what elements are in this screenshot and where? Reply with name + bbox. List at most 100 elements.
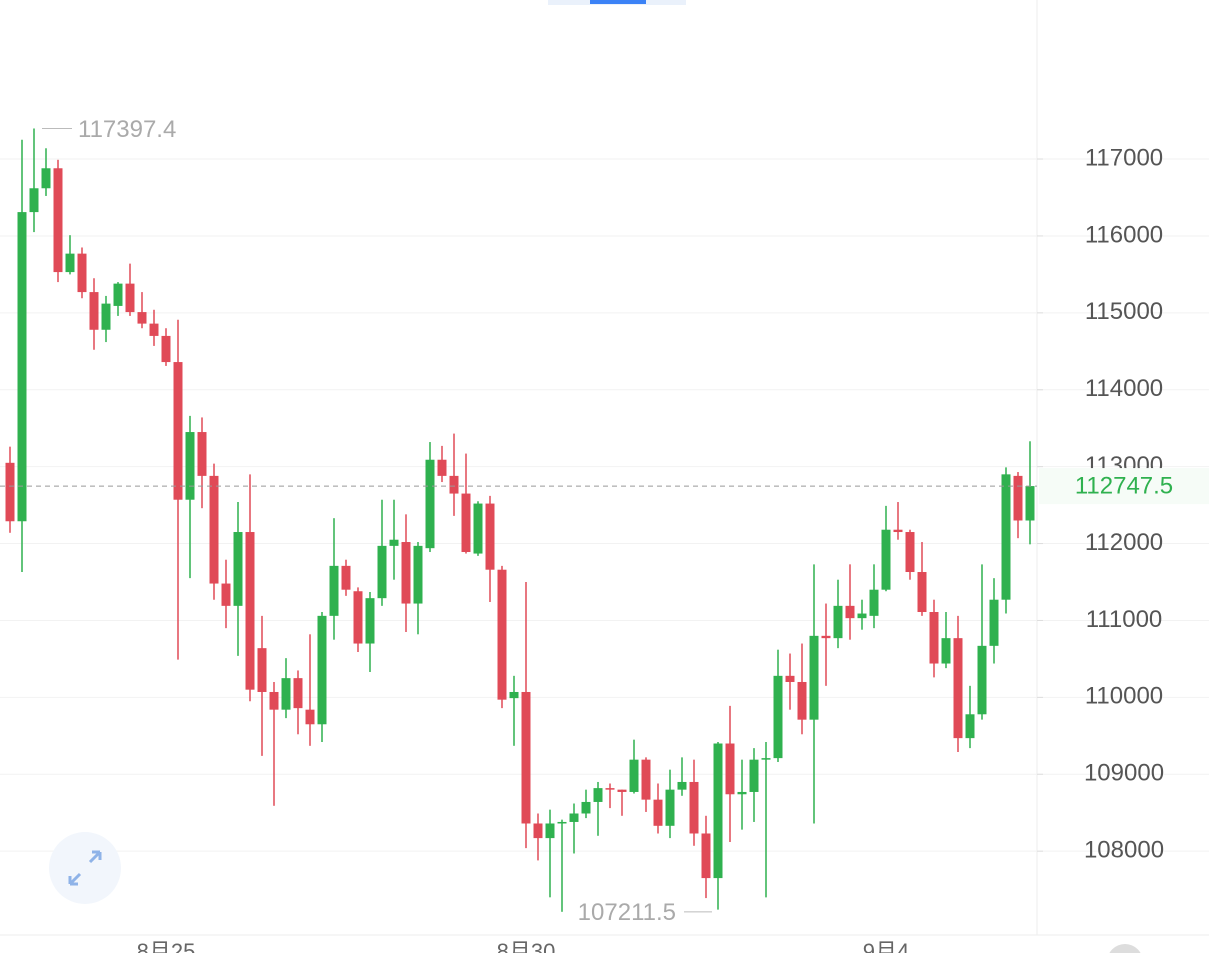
candle-body: [449, 475, 459, 494]
top-tab-active: [590, 0, 646, 4]
max-label: 117397.4: [78, 116, 176, 143]
candle-body: [113, 283, 123, 306]
candle-body: [293, 678, 303, 709]
y-tick-label: 117000: [1085, 144, 1163, 171]
candle-body: [473, 503, 483, 554]
y-tick-label: 108000: [1084, 837, 1164, 864]
y-tick-label: 109000: [1084, 760, 1164, 787]
candle-body: [485, 503, 495, 570]
candle-body: [137, 312, 147, 324]
candle-body: [665, 789, 675, 826]
candle-body: [101, 303, 111, 330]
candle-body: [845, 605, 855, 619]
candle-body: [1013, 475, 1023, 521]
candle-body: [461, 493, 471, 553]
y-tick-label: 111000: [1086, 606, 1163, 633]
candle-body: [269, 691, 279, 710]
x-tick-label: 8月25: [137, 939, 196, 953]
candle-body: [929, 612, 939, 664]
candle-body: [689, 781, 699, 834]
candle-body: [725, 743, 735, 795]
labels: 1080001090001100001110001120001130001140…: [0, 116, 1209, 953]
candle-body: [233, 532, 243, 606]
candle-body: [521, 691, 531, 824]
min-label: 107211.5: [578, 899, 676, 926]
candle-body: [557, 821, 567, 824]
candle-body: [701, 833, 711, 879]
candle-body: [653, 799, 663, 826]
y-tick-label: 114000: [1085, 375, 1163, 402]
candles: [5, 128, 1035, 912]
candle-body: [65, 253, 75, 273]
candle-body: [617, 789, 627, 792]
candle-body: [497, 569, 507, 700]
scroll-button[interactable]: [1107, 944, 1143, 953]
candle-body: [893, 529, 903, 533]
candle-body: [17, 212, 27, 522]
candle-body: [77, 253, 87, 293]
candle-body: [29, 188, 39, 213]
candle-body: [149, 323, 159, 336]
last-price-box: [1039, 468, 1209, 505]
candle-body: [737, 791, 747, 795]
candle-body: [785, 675, 795, 682]
candle-body: [545, 823, 555, 839]
candle-body: [941, 638, 951, 664]
candle-body: [305, 709, 315, 725]
candle-body: [965, 714, 975, 739]
candle-body: [89, 292, 99, 330]
candle-body: [377, 545, 387, 599]
candle-body: [953, 638, 963, 739]
candle-body: [365, 598, 375, 644]
candle-body: [977, 645, 987, 715]
candle-body: [437, 459, 447, 476]
y-tick-label: 116000: [1085, 221, 1163, 248]
candle-body: [125, 283, 135, 313]
candle-body: [629, 759, 639, 792]
candle-body: [413, 545, 423, 604]
candle-body: [221, 583, 231, 606]
candle-body: [53, 168, 63, 273]
x-tick-label: 8月30: [497, 939, 556, 953]
candle-body: [197, 432, 207, 476]
y-tick-label: 115000: [1085, 298, 1163, 325]
candle-body: [833, 605, 843, 639]
candle-body: [1025, 486, 1035, 521]
candle-body: [425, 459, 435, 549]
x-tick-label: 9月4: [863, 939, 909, 953]
candle-body: [5, 462, 15, 522]
y-tick-label: 112000: [1085, 529, 1163, 556]
candle-body: [797, 681, 807, 720]
candle-body: [185, 432, 195, 500]
candle-body: [677, 781, 687, 790]
candle-body: [1001, 474, 1011, 600]
candle-body: [209, 475, 219, 584]
candle-body: [257, 648, 267, 692]
candle-body: [317, 615, 327, 725]
candle-body: [389, 539, 399, 546]
y-tick-label: 110000: [1085, 683, 1163, 710]
candle-body: [641, 759, 651, 800]
candle-body: [905, 532, 915, 573]
candle-body: [821, 635, 831, 639]
candle-body: [581, 801, 591, 814]
last-price-label: 112747.5: [1075, 472, 1173, 499]
candle-body: [569, 813, 579, 822]
candle-body: [329, 565, 339, 616]
candle-body: [917, 572, 927, 613]
candle-body: [281, 678, 291, 710]
candle-body: [161, 335, 171, 363]
candle-body: [605, 788, 615, 790]
candle-body: [533, 823, 543, 839]
candle-body: [869, 589, 879, 616]
candle-body: [593, 788, 603, 802]
expand-icon: [68, 850, 102, 886]
candle-body: [881, 529, 891, 590]
candle-body: [857, 613, 867, 619]
candle-body: [509, 691, 519, 699]
candle-body: [401, 542, 411, 604]
expand-button[interactable]: [49, 832, 121, 904]
candle-body: [353, 591, 363, 644]
